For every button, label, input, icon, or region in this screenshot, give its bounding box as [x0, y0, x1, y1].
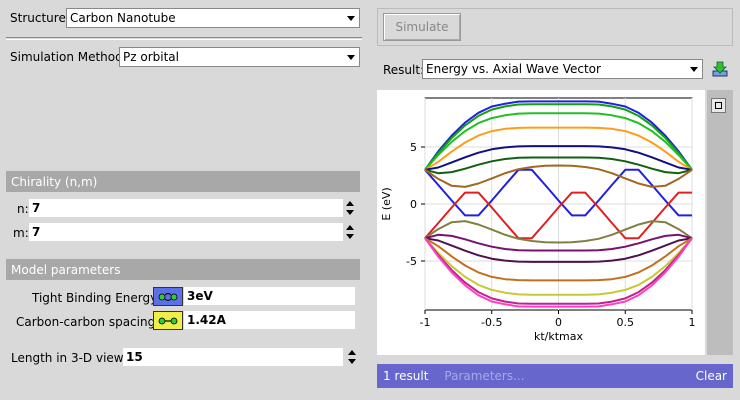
arrow-down-icon: [346, 234, 354, 239]
band-line: [424, 156, 693, 175]
n-input[interactable]: 7: [29, 199, 343, 217]
model-parameters-header: Model parameters: [6, 259, 360, 280]
parameters-link[interactable]: Parameters...: [444, 369, 525, 383]
result-select-value: Energy vs. Axial Wave Vector: [426, 62, 601, 76]
band-line: [424, 237, 693, 263]
n-label: n:: [17, 202, 29, 216]
arrow-up-icon: [348, 350, 356, 355]
chevron-down-icon: [344, 10, 357, 26]
y-tick-label: -5: [406, 255, 417, 268]
band-line: [424, 168, 692, 217]
band-line: [424, 220, 693, 244]
plot-scrollbar: [707, 90, 733, 355]
y-axis-label: E (eV): [380, 187, 393, 220]
simulation-method-label: Simulation Method:: [10, 50, 127, 64]
band-line: [424, 237, 693, 296]
band-line: [424, 237, 693, 282]
simulate-button[interactable]: Simulate: [383, 13, 461, 41]
band-line: [424, 100, 693, 171]
x-axis-label: kt/ktmax: [534, 330, 584, 343]
chevron-down-icon: [344, 49, 357, 65]
x-tick-label: 0.5: [617, 316, 635, 329]
band-line: [424, 237, 693, 305]
y-tick-label: 5: [410, 141, 417, 154]
chirality-header: Chirality (n,m): [6, 171, 360, 192]
result-label: Result:: [383, 63, 425, 77]
download-icon[interactable]: [711, 60, 729, 78]
maximize-icon[interactable]: [711, 98, 726, 113]
band-line: [424, 191, 692, 240]
carbon-spacing-icon[interactable]: [153, 311, 183, 330]
band-line: [424, 103, 693, 171]
band-line: [424, 145, 693, 171]
clear-button[interactable]: Clear: [695, 369, 727, 383]
x-tick-label: -1: [420, 316, 431, 329]
result-select[interactable]: Energy vs. Axial Wave Vector: [422, 59, 703, 79]
tight-binding-icon[interactable]: [153, 287, 183, 306]
m-stepper[interactable]: [345, 223, 355, 241]
carbon-spacing-input[interactable]: 1.42A: [184, 311, 355, 329]
arrow-up-icon: [346, 225, 354, 230]
length-stepper[interactable]: [347, 348, 357, 366]
x-tick-label: 0: [555, 316, 562, 329]
energy-plot: -1 -0.5 0 0.5 1 5 0 -5 kt/ktmax E (eV): [380, 97, 696, 343]
simulation-method-value: Pz orbital: [123, 50, 179, 64]
structure-select-value: Carbon Nanotube: [70, 11, 176, 25]
arrow-down-icon: [346, 210, 354, 215]
chevron-down-icon: [687, 61, 700, 77]
simulation-method-select[interactable]: Pz orbital: [119, 47, 360, 67]
x-tick-label: 1: [689, 316, 696, 329]
result-count: 1 result: [383, 369, 429, 383]
tight-binding-label: Tight Binding Energy:: [32, 291, 161, 305]
carbon-spacing-label: Carbon-carbon spacing:: [16, 315, 160, 329]
arrow-up-icon: [346, 201, 354, 206]
x-tick-label: -0.5: [481, 316, 502, 329]
band-line: [424, 233, 693, 252]
simulate-area: [377, 8, 733, 46]
tight-binding-input[interactable]: 3eV: [184, 287, 355, 305]
arrow-down-icon: [348, 359, 356, 364]
length-input[interactable]: 15: [123, 348, 343, 366]
band-line: [424, 237, 693, 308]
m-label: m:: [13, 226, 29, 240]
structure-select[interactable]: Carbon Nanotube: [66, 8, 360, 28]
band-line: [424, 112, 693, 171]
m-input[interactable]: 7: [29, 223, 343, 241]
band-line: [424, 164, 693, 188]
band-line: [424, 126, 693, 171]
length-label: Length in 3-D view:: [11, 351, 127, 365]
plot-area: -1 -0.5 0 0.5 1 5 0 -5 kt/ktmax E (eV): [377, 90, 705, 355]
structure-label: Structure:: [10, 11, 70, 25]
y-tick-label: 0: [410, 198, 417, 211]
divider: [6, 37, 362, 40]
result-bar: 1 result Parameters... Clear: [377, 364, 733, 388]
n-stepper[interactable]: [345, 199, 355, 217]
